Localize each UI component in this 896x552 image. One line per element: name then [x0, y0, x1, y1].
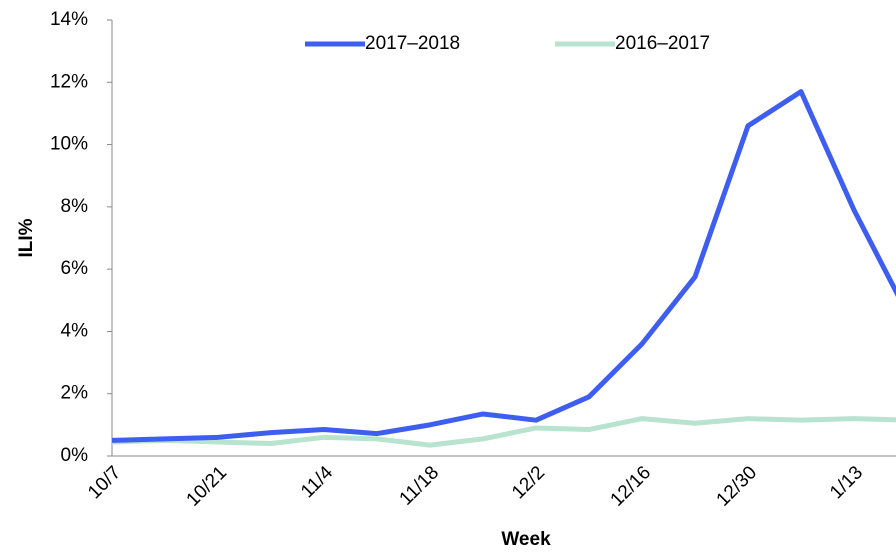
y-tick-label: 2% [61, 383, 89, 404]
y-tick-label: 10% [50, 134, 88, 155]
x-tick-label: 10/21 [183, 462, 231, 510]
x-tick-label: 12/2 [508, 462, 549, 503]
x-tick-label: 12/30 [713, 462, 761, 510]
y-tick-label: 6% [61, 258, 89, 279]
y-tick-label: 8% [61, 196, 89, 217]
series-line [111, 416, 896, 448]
x-tick-label: 11/4 [297, 462, 337, 502]
legend-label: 2016–2017 [615, 33, 710, 54]
x-tick-label: 10/7 [84, 462, 125, 503]
y-axis-label: ILI% [16, 218, 37, 257]
x-tick-label: 12/16 [607, 462, 655, 510]
y-tick-label: 4% [61, 320, 89, 341]
y-tick-label: 0% [61, 445, 89, 466]
legend-label: 2017–2018 [365, 33, 460, 54]
x-axis-label: Week [501, 529, 551, 550]
x-tick-label: 1/13 [826, 462, 867, 503]
y-tick-label: 12% [50, 71, 88, 92]
series-line [111, 89, 896, 443]
x-tick-label: 11/18 [396, 462, 443, 509]
y-tick-label: 14% [50, 9, 88, 30]
